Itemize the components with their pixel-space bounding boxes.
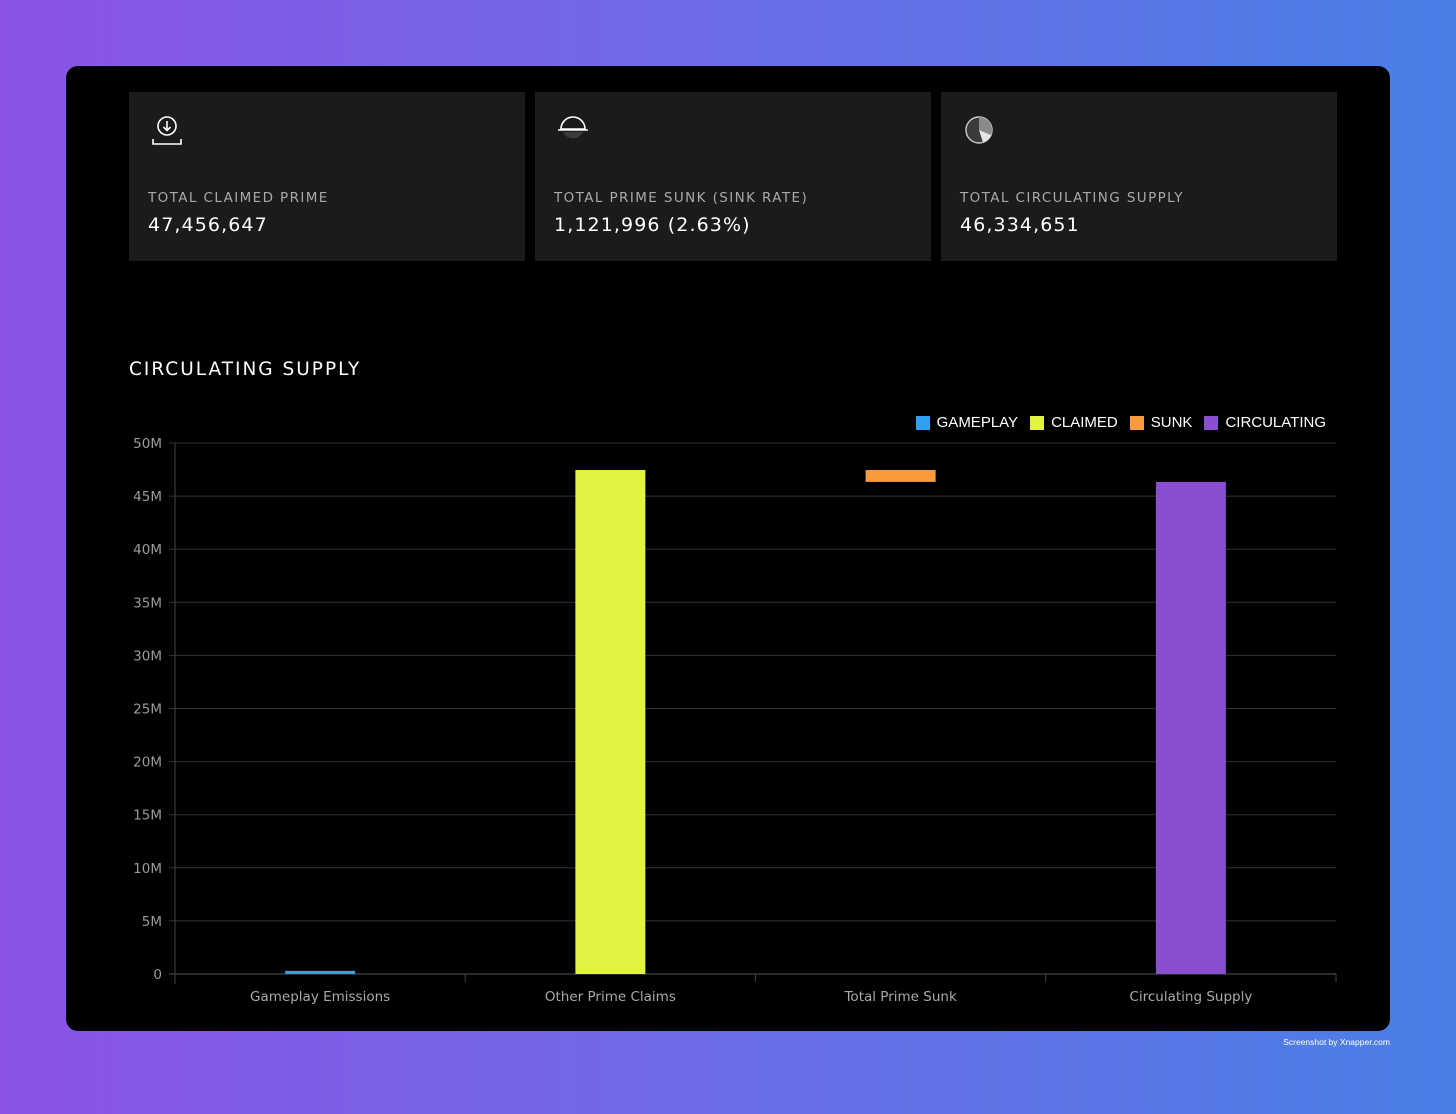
y-tick-label: 50M	[133, 436, 162, 452]
legend-label: SUNK	[1150, 414, 1193, 431]
y-tick-label: 25M	[133, 702, 162, 718]
y-tick-label: 20M	[133, 755, 162, 771]
legend-item-sunk[interactable]: SUNK	[1129, 414, 1193, 431]
legend-label: GAMEPLAY	[936, 414, 1019, 431]
legend-swatch	[1204, 415, 1219, 430]
legend-item-circulating[interactable]: CIRCULATING	[1204, 414, 1326, 431]
x-tick-label: Circulating Supply	[1129, 989, 1252, 1005]
card-label: TOTAL CIRCULATING SUPPLY	[960, 190, 1184, 206]
card-total-sunk: TOTAL PRIME SUNK (SINK RATE) 1,121,996 (…	[535, 92, 931, 261]
bar-total-prime-sunk	[865, 470, 936, 482]
bar-other-prime-claims	[575, 470, 646, 974]
legend-label: CLAIMED	[1051, 414, 1118, 431]
x-tick-label: Other Prime Claims	[545, 989, 676, 1005]
x-tick-label: Gameplay Emissions	[250, 989, 390, 1005]
y-tick-label: 45M	[133, 489, 162, 505]
pie-icon	[965, 116, 993, 144]
y-tick-label: 15M	[133, 808, 162, 824]
y-tick-label: 35M	[133, 595, 162, 611]
legend-swatch	[1030, 415, 1045, 430]
dashboard-window: TOTAL CLAIMED PRIME 47,456,647 TOTAL PRI…	[66, 66, 1390, 1031]
card-value: 47,456,647	[148, 214, 268, 236]
screenshot-credit: Screenshot by Xnapper.com	[1283, 1037, 1390, 1047]
card-label: TOTAL PRIME SUNK (SINK RATE)	[554, 190, 809, 206]
download-tray-icon	[152, 116, 182, 145]
legend-label: CIRCULATING	[1225, 414, 1326, 431]
bar-circulating-supply	[1155, 481, 1226, 974]
y-tick-label: 5M	[142, 914, 162, 930]
card-total-claimed: TOTAL CLAIMED PRIME 47,456,647	[129, 92, 525, 261]
x-tick-label: Total Prime Sunk	[843, 989, 956, 1005]
card-label: TOTAL CLAIMED PRIME	[148, 190, 329, 206]
chart-title: CIRCULATING SUPPLY	[129, 359, 362, 380]
y-tick-label: 30M	[133, 648, 162, 664]
sink-icon	[558, 116, 588, 139]
y-tick-label: 40M	[133, 542, 162, 558]
legend-item-claimed[interactable]: CLAIMED	[1030, 414, 1118, 431]
card-circulating-supply: TOTAL CIRCULATING SUPPLY 46,334,651	[941, 92, 1337, 261]
legend-swatch	[915, 415, 930, 430]
bar-gameplay-emissions	[285, 970, 356, 974]
y-tick-label: 10M	[133, 861, 162, 877]
card-value: 46,334,651	[960, 214, 1080, 236]
y-tick-label: 0	[153, 967, 162, 983]
legend-item-gameplay[interactable]: GAMEPLAY	[915, 414, 1019, 431]
chart-legend: GAMEPLAY CLAIMED SUNK CIRCULATING	[915, 414, 1326, 431]
legend-swatch	[1129, 415, 1144, 430]
bar-chart: 0 5M 10M 15M 20M 25M 30M 35M 40M 45M 50M Gameplay E…	[133, 436, 1337, 1005]
card-value: 1,121,996 (2.63%)	[554, 214, 751, 236]
